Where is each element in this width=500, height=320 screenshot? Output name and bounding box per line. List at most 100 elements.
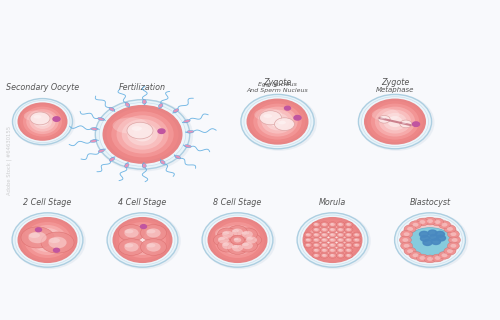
Ellipse shape [346,223,350,225]
Ellipse shape [330,228,333,230]
Ellipse shape [314,228,317,230]
Ellipse shape [322,239,325,240]
Text: 4 Cell Stage: 4 Cell Stage [118,198,166,207]
Ellipse shape [160,160,165,164]
Ellipse shape [424,217,436,225]
Ellipse shape [124,163,129,168]
Ellipse shape [100,103,186,166]
Ellipse shape [112,217,172,263]
Ellipse shape [346,254,350,256]
Ellipse shape [352,243,361,248]
Ellipse shape [15,100,70,143]
Ellipse shape [109,107,114,111]
Ellipse shape [330,244,333,245]
Ellipse shape [309,222,356,258]
Ellipse shape [346,249,351,252]
Ellipse shape [146,229,156,233]
Ellipse shape [297,213,371,269]
Ellipse shape [438,221,450,228]
Ellipse shape [242,243,249,246]
Ellipse shape [238,228,258,241]
Ellipse shape [106,108,178,161]
Ellipse shape [404,225,416,233]
Ellipse shape [338,254,341,256]
Ellipse shape [222,243,229,246]
Ellipse shape [358,94,434,151]
Text: Secondary Oocyte: Secondary Oocyte [6,83,79,92]
Ellipse shape [230,235,244,245]
Ellipse shape [442,223,448,227]
Ellipse shape [312,222,320,227]
Ellipse shape [218,237,225,240]
Ellipse shape [372,108,400,121]
Ellipse shape [21,227,54,248]
Text: Fertilization: Fertilization [119,83,166,92]
Ellipse shape [24,222,71,258]
Ellipse shape [410,252,422,259]
Ellipse shape [258,107,298,137]
Ellipse shape [346,234,350,235]
Ellipse shape [404,247,416,255]
Ellipse shape [132,126,142,131]
Ellipse shape [124,243,138,252]
Ellipse shape [202,213,276,269]
Ellipse shape [96,100,190,169]
Ellipse shape [432,254,444,262]
Ellipse shape [222,231,233,238]
Ellipse shape [407,227,413,231]
Circle shape [436,231,444,237]
Ellipse shape [338,239,341,240]
Ellipse shape [354,238,359,242]
Ellipse shape [214,234,234,246]
Ellipse shape [312,243,320,248]
Ellipse shape [304,243,312,248]
Circle shape [420,236,430,241]
Ellipse shape [330,254,335,257]
Ellipse shape [32,228,63,252]
Text: Morula: Morula [319,198,346,207]
Circle shape [412,122,420,126]
Ellipse shape [18,217,78,263]
Ellipse shape [241,94,314,149]
Ellipse shape [260,111,281,125]
Ellipse shape [330,228,335,231]
Ellipse shape [404,232,409,236]
Circle shape [432,239,440,244]
Ellipse shape [254,104,302,140]
Ellipse shape [320,232,328,237]
Ellipse shape [28,225,67,255]
Ellipse shape [400,217,460,263]
Ellipse shape [336,227,345,232]
Ellipse shape [367,101,423,142]
Ellipse shape [346,244,350,245]
Ellipse shape [328,253,337,258]
Ellipse shape [208,217,268,263]
Ellipse shape [346,228,350,230]
Ellipse shape [379,110,411,133]
Ellipse shape [448,230,460,238]
Ellipse shape [344,243,353,248]
Ellipse shape [12,213,83,267]
Ellipse shape [427,219,433,223]
Ellipse shape [322,249,327,252]
Ellipse shape [244,97,311,147]
Circle shape [54,248,60,252]
Ellipse shape [314,249,317,251]
Text: 2 Cell Stage: 2 Cell Stage [24,198,72,207]
Ellipse shape [314,223,317,225]
Ellipse shape [330,249,333,251]
Ellipse shape [322,234,325,235]
Ellipse shape [416,254,428,262]
Ellipse shape [344,222,353,227]
Ellipse shape [306,219,360,261]
Ellipse shape [322,228,325,230]
Ellipse shape [234,238,238,240]
Ellipse shape [110,215,175,265]
Circle shape [430,235,438,240]
Ellipse shape [12,213,86,269]
Ellipse shape [336,253,345,258]
Ellipse shape [364,99,426,145]
Ellipse shape [338,223,341,225]
Ellipse shape [173,109,178,113]
Ellipse shape [226,231,249,249]
